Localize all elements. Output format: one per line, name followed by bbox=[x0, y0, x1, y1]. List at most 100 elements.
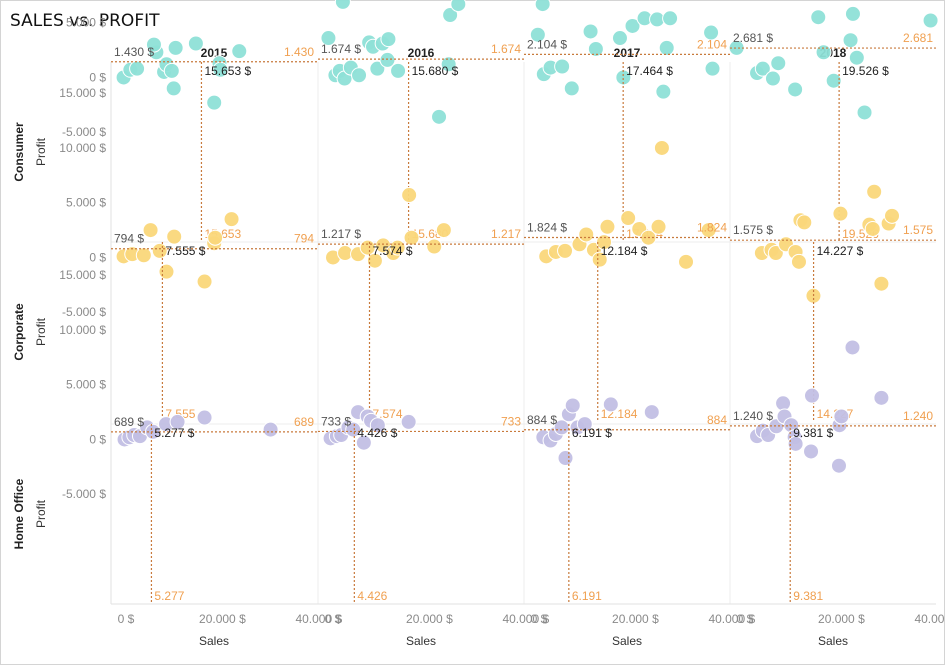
data-point-consumer-2017 bbox=[563, 80, 580, 97]
avg-profit-label-left: 733 $ bbox=[321, 414, 351, 428]
avg-profit-label-left: 794 $ bbox=[114, 232, 144, 246]
data-point-corporate-2017 bbox=[578, 226, 595, 243]
data-point-consumer-2016 bbox=[369, 60, 386, 77]
data-point-consumer-2016 bbox=[380, 31, 397, 48]
avg-profit-label-right: 884 bbox=[707, 413, 727, 427]
data-point-home-office-2017 bbox=[602, 396, 619, 413]
data-point-consumer-2017 bbox=[587, 40, 604, 57]
avg-sales-label-top: 6.191 $ bbox=[572, 426, 612, 440]
avg-profit-label-right: 689 bbox=[294, 415, 314, 429]
data-point-consumer-2015 bbox=[187, 35, 204, 52]
data-point-home-office-2017 bbox=[564, 397, 581, 414]
avg-profit-label-left: 1.217 $ bbox=[321, 227, 361, 241]
data-point-corporate-2017 bbox=[557, 242, 574, 259]
data-point-corporate-2015 bbox=[207, 229, 224, 246]
avg-profit-label-left: 1.240 $ bbox=[733, 409, 773, 423]
y-axis-title: Profit bbox=[34, 317, 48, 346]
x-tick-label: 0 $ bbox=[325, 612, 342, 626]
data-point-consumer-2018 bbox=[842, 32, 859, 49]
avg-profit-label-left: 689 $ bbox=[114, 415, 144, 429]
avg-sales-label-top: 19.526 $ bbox=[842, 64, 889, 78]
data-point-consumer-2018 bbox=[754, 60, 771, 77]
avg-profit-label-right: 733 bbox=[501, 414, 521, 428]
data-point-corporate-2018 bbox=[796, 214, 813, 231]
data-point-corporate-2016 bbox=[401, 187, 418, 204]
data-point-consumer-2017 bbox=[615, 69, 632, 86]
avg-sales-label-top: 7.555 $ bbox=[165, 244, 205, 258]
y-tick-label: 5.000 $ bbox=[66, 196, 106, 210]
data-point-corporate-2016 bbox=[366, 252, 383, 269]
avg-sales-label-bottom: 4.426 bbox=[357, 589, 387, 603]
y-tick-label: -5.000 $ bbox=[62, 305, 106, 319]
data-point-home-office-2016 bbox=[369, 417, 386, 434]
data-point-corporate-2016 bbox=[435, 222, 452, 239]
data-point-consumer-2017 bbox=[554, 58, 571, 75]
y-axis-title: Profit bbox=[34, 137, 48, 166]
data-point-home-office-2018 bbox=[833, 408, 850, 425]
data-point-corporate-2018 bbox=[873, 275, 890, 292]
data-point-home-office-2017 bbox=[557, 450, 574, 467]
avg-profit-label-left: 1.674 $ bbox=[321, 42, 361, 56]
data-point-consumer-2017 bbox=[655, 83, 672, 100]
column-header-2017: 2017 bbox=[614, 46, 641, 60]
avg-profit-label-left: 1.824 $ bbox=[527, 220, 567, 234]
data-point-home-office-2018 bbox=[844, 339, 861, 356]
data-point-home-office-2018 bbox=[787, 435, 804, 452]
data-point-consumer-2017 bbox=[703, 24, 720, 41]
data-point-consumer-2016 bbox=[379, 51, 396, 68]
x-tick-label: 40.000 $ bbox=[914, 612, 945, 626]
avg-profit-label-left: 2.104 $ bbox=[527, 37, 567, 51]
column-header-2016: 2016 bbox=[408, 46, 435, 60]
data-point-consumer-2016 bbox=[440, 56, 457, 73]
data-point-consumer-2018 bbox=[810, 9, 827, 26]
y-tick-label: 15.000 $ bbox=[59, 268, 106, 282]
avg-profit-label-right: 1.674 bbox=[491, 42, 521, 56]
avg-profit-label-right: 2.104 bbox=[697, 37, 727, 51]
data-point-corporate-2017 bbox=[650, 218, 667, 235]
data-point-corporate-2015 bbox=[166, 228, 183, 245]
data-point-consumer-2018 bbox=[787, 81, 804, 98]
chart-title: SALES vs. PROFIT bbox=[10, 11, 160, 31]
data-point-home-office-2016 bbox=[345, 421, 362, 438]
y-tick-label: 5.000 $ bbox=[66, 16, 106, 30]
data-point-home-office-2018 bbox=[830, 457, 847, 474]
row-label-corporate: Corporate bbox=[12, 303, 26, 361]
data-point-consumer-2015 bbox=[206, 94, 223, 111]
avg-profit-label-left: 1.575 $ bbox=[733, 223, 773, 237]
data-point-consumer-2015 bbox=[167, 39, 184, 56]
data-point-home-office-2017 bbox=[553, 419, 570, 436]
data-point-home-office-2018 bbox=[873, 389, 890, 406]
avg-profit-label-left: 884 $ bbox=[527, 413, 557, 427]
data-point-consumer-2017 bbox=[582, 23, 599, 40]
data-point-home-office-2016 bbox=[400, 413, 417, 430]
data-point-consumer-2015 bbox=[129, 60, 146, 77]
data-point-consumer-2017 bbox=[704, 60, 721, 77]
y-tick-label: 0 $ bbox=[89, 250, 106, 264]
avg-profit-label-right: 1.824 bbox=[697, 220, 727, 234]
data-point-home-office-2017 bbox=[643, 404, 660, 421]
data-point-corporate-2018 bbox=[790, 253, 807, 270]
data-point-corporate-2018 bbox=[864, 220, 881, 237]
data-point-consumer-2016 bbox=[390, 62, 407, 79]
x-tick-label: 20.000 $ bbox=[199, 612, 246, 626]
data-point-corporate-2015 bbox=[196, 273, 213, 290]
data-point-corporate-2017 bbox=[596, 234, 613, 251]
avg-sales-label-bottom: 9.381 bbox=[793, 589, 823, 603]
x-tick-label: 0 $ bbox=[531, 612, 548, 626]
data-point-consumer-2017 bbox=[728, 39, 745, 56]
data-point-corporate-2018 bbox=[832, 205, 849, 222]
avg-sales-label-bottom: 5.277 bbox=[154, 589, 184, 603]
x-tick-label: 40.000 $ bbox=[295, 612, 342, 626]
row-label-home-office: Home Office bbox=[12, 478, 26, 549]
data-point-home-office-2018 bbox=[803, 387, 820, 404]
y-tick-label: 15.000 $ bbox=[59, 86, 106, 100]
avg-sales-label-top: 14.227 $ bbox=[817, 244, 864, 258]
avg-sales-label-top: 12.184 $ bbox=[601, 244, 648, 258]
data-point-corporate-2015 bbox=[223, 211, 240, 228]
data-point-consumer-2016 bbox=[534, 0, 551, 13]
data-point-consumer-2017 bbox=[658, 39, 675, 56]
avg-sales-label-top: 15.653 $ bbox=[204, 64, 251, 78]
x-tick-label: 40.000 $ bbox=[708, 612, 755, 626]
data-point-home-office-2017 bbox=[576, 416, 593, 433]
